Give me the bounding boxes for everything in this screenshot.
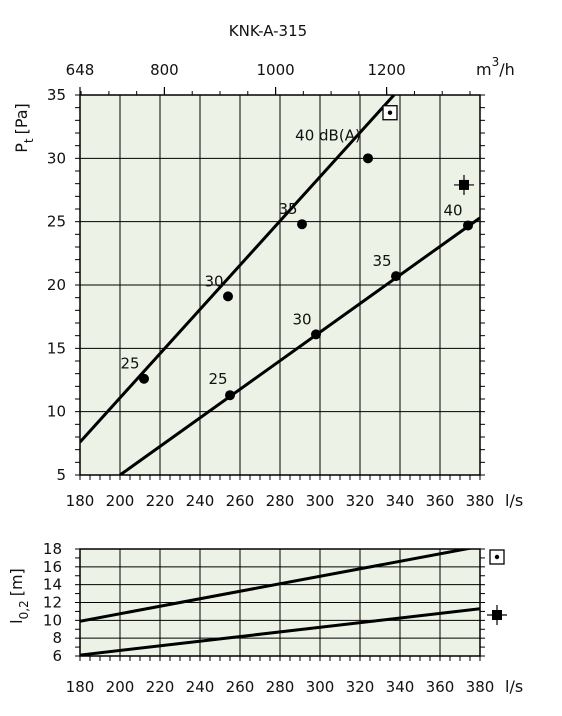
x-tick-label: 260 [226, 492, 255, 510]
y-axis-title: Pt [Pa] [12, 103, 36, 153]
x-tick-label: 360 [426, 492, 455, 510]
throw-x-tick-label: 300 [306, 678, 335, 696]
throw-x-axis-title: l/s [505, 677, 523, 696]
throw-y-tick-label: 10 [43, 611, 62, 629]
top-unit-main: m [476, 60, 492, 79]
throw-x-tick-label: 260 [226, 678, 255, 696]
throw-y-tick-label: 14 [43, 576, 62, 594]
x-tick-label: 340 [386, 492, 415, 510]
throw-y-title-sub: 0,2 [17, 600, 31, 619]
throw-y-tick-label: 8 [52, 629, 62, 647]
x-tick-label: 380 [466, 492, 495, 510]
top-unit-sup: 3 [492, 55, 500, 69]
series-line-upper [80, 95, 396, 444]
x-tick-label: 200 [106, 492, 135, 510]
y-tick-label: 25 [47, 213, 66, 231]
x-tick-label: 240 [186, 492, 215, 510]
data-point [463, 220, 473, 231]
throw-x-tick-label: 200 [106, 678, 135, 696]
top-tick-label: 800 [150, 61, 179, 79]
point-label: 40 [443, 201, 462, 219]
throw-x-tick-label: 220 [146, 678, 175, 696]
y-title-sub: t [22, 138, 36, 143]
point-label: 35 [372, 252, 391, 270]
top-tick-label: 648 [66, 61, 95, 79]
x-tick-label: 320 [346, 492, 375, 510]
plot-frame [79, 94, 481, 476]
throw-y-tick-label: 6 [52, 647, 62, 665]
throw-y-tick-label: 12 [43, 594, 62, 612]
top-axis-unit: m3/h [476, 55, 515, 79]
y-tick-label: 5 [56, 466, 66, 484]
throw-chart: l0,2 [m] 180 200 220 240 260 280 300 320 340 360 38… [7, 540, 523, 696]
filled-square [459, 179, 469, 190]
throw-y-title-unit: [m] [7, 568, 26, 596]
x-tick-label: 180 [66, 492, 95, 510]
data-point [391, 271, 401, 282]
throw-series-line-lower [80, 607, 480, 656]
throw-y-tick-label: 18 [43, 540, 62, 558]
data-point [225, 390, 235, 401]
filled-square-crosshair-icon [487, 605, 507, 625]
y-tick-label: 35 [47, 86, 66, 104]
data-point [223, 291, 233, 302]
point-label: 25 [208, 370, 227, 388]
y-tick-label: 30 [47, 149, 66, 167]
boxed-dot-symbol-icon [489, 549, 505, 565]
x-axis-title: l/s [505, 491, 523, 510]
filled-square-crosshair-icon [454, 174, 474, 195]
point-label: 40 dB(A) [295, 126, 361, 144]
top-axis-unit-text: m3/h [476, 55, 515, 79]
point-label: 25 [120, 355, 139, 373]
y-title-unit: [Pa] [12, 103, 31, 134]
boxed-dot-center [494, 554, 500, 560]
top-tick-label: 1200 [368, 61, 406, 79]
chart-title: KNK-A-315 [229, 22, 307, 40]
y-title-main: P [12, 143, 31, 153]
throw-series-line-upper [80, 549, 474, 623]
throw-x-tick-label: 320 [346, 678, 375, 696]
boxed-dot-center [387, 110, 393, 115]
series-line-lower [119, 216, 480, 475]
throw-x-tick-label: 380 [466, 678, 495, 696]
data-point [363, 153, 373, 164]
y-tick-label: 20 [47, 276, 66, 294]
x-tick-label: 300 [306, 492, 335, 510]
filled-square [492, 610, 502, 620]
data-point [297, 219, 307, 230]
y-tick-label: 15 [47, 339, 66, 357]
x-tick-label: 220 [146, 492, 175, 510]
point-label: 30 [292, 310, 311, 328]
throw-y-title-main: l [7, 619, 26, 623]
throw-x-tick-label: 340 [386, 678, 415, 696]
boxed-dot-symbol-icon [382, 105, 398, 121]
point-label: 30 [204, 272, 223, 290]
x-tick-label: 280 [266, 492, 295, 510]
throw-x-tick-label: 240 [186, 678, 215, 696]
throw-x-tick-label: 180 [66, 678, 95, 696]
throw-y-title-text: l0,2 [m] [7, 568, 31, 624]
throw-x-tick-label: 280 [266, 678, 295, 696]
data-point [139, 373, 149, 384]
data-point [311, 329, 321, 340]
throw-y-axis-title: l0,2 [m] [7, 568, 31, 624]
throw-plot-frame [79, 548, 481, 657]
y-tick-label: 10 [47, 403, 66, 421]
point-label: 35 [278, 200, 297, 218]
top-tick-label: 1000 [257, 61, 295, 79]
throw-y-tick-label: 16 [43, 558, 62, 576]
throw-x-tick-label: 360 [426, 678, 455, 696]
main-chart: KNK-A-315 Pt [Pa] m3/h 180 200 220 240 260 280… [12, 22, 523, 510]
y-axis-title-text: Pt [Pa] [12, 103, 36, 153]
top-unit-tail: /h [499, 60, 515, 79]
